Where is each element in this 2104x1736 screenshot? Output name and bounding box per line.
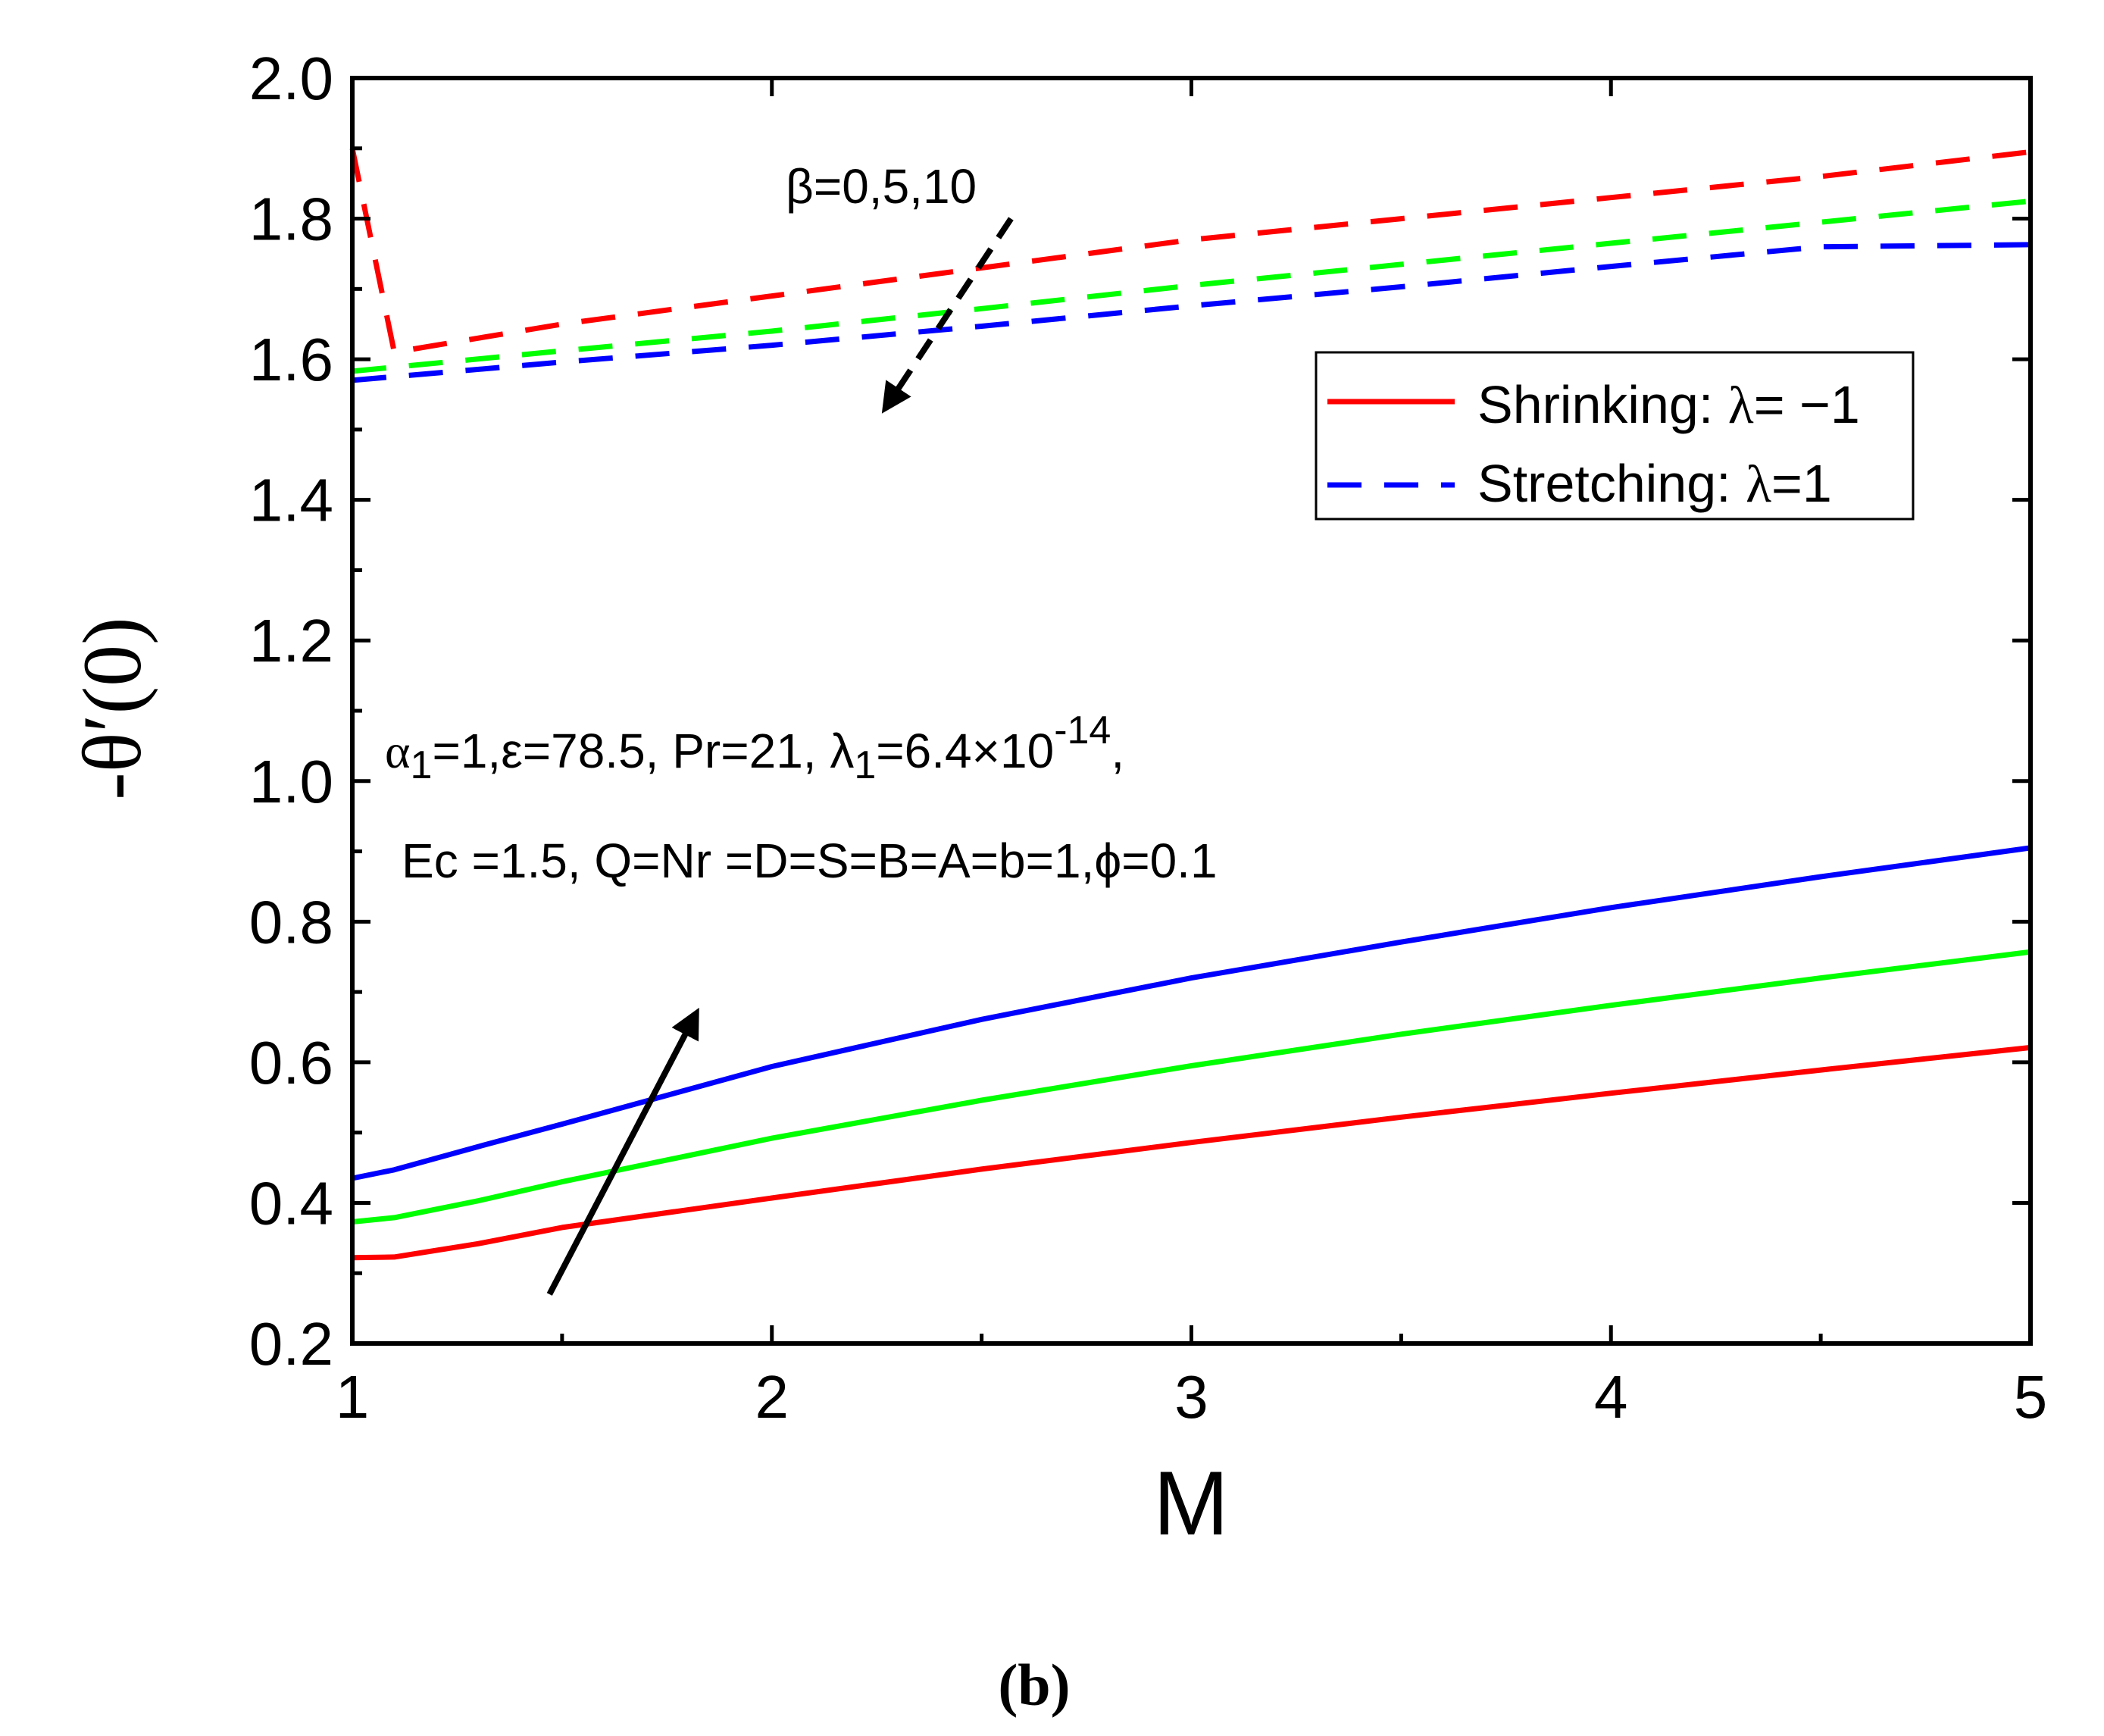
series-line-4 [352, 198, 2031, 374]
y-axis-title: -θ′(0) [66, 617, 158, 800]
lambda-subscript: 1 [854, 743, 876, 787]
y-tick-label: 0.8 [249, 888, 333, 956]
y-tick-label: 2.0 [249, 45, 333, 112]
alpha-subscript: 1 [411, 743, 433, 787]
series-line-1 [352, 949, 2031, 1225]
series-layer [349, 148, 2031, 1261]
series-line-3 [349, 148, 2031, 355]
legend-label-shrinking: Shrinking: λ= −1 [1477, 375, 1860, 435]
legend-shrinking-prefix: Shrinking: [1477, 375, 1728, 434]
legend-box [1315, 351, 1915, 521]
legend-label-stretching: Stretching: λ=1 [1477, 454, 1832, 514]
y-tick-label: 1.2 [249, 607, 333, 674]
tick-label-layer: 1 2 3 4 5 0.2 0.4 0.6 0.8 1.0 1.2 1.4 1.6 1.8 2.0 [249, 45, 2047, 1431]
x-tick-label: 4 [1594, 1363, 1628, 1431]
series-line-2 [352, 845, 2031, 1181]
plot-frame [350, 76, 2033, 1346]
legend-shrinking-suffix: = −1 [1754, 375, 1860, 434]
tick-layer [350, 76, 2033, 1346]
x-axis-title: M [1153, 1453, 1229, 1554]
x-tick-label: 1 [336, 1363, 370, 1431]
params-text-c: , [1111, 724, 1124, 778]
panel-label: (b) [998, 1652, 1070, 1718]
y-tick-label: 1.4 [249, 467, 333, 534]
params-text-a: =1,ε=78.5, Pr=21, λ [432, 724, 854, 778]
params-text-b: =6.4×10 [876, 724, 1054, 778]
arrow-layer [546, 217, 1014, 1296]
beta-annotation: β=0,5,10 [786, 159, 977, 214]
legend-stretching-prefix: Stretching: [1477, 454, 1746, 513]
alpha-symbol: α [385, 724, 411, 778]
y-tick-label: 1.6 [249, 326, 333, 393]
legend-lambda-symbol: λ [1728, 377, 1754, 435]
x-tick-label: 5 [2014, 1363, 2048, 1431]
series-line-0 [352, 1044, 2031, 1261]
legend-stretching-suffix: =1 [1771, 454, 1832, 513]
parameters-line-1: α1=1,ε=78.5, Pr=21, λ1=6.4×10-14, [385, 708, 1124, 787]
beta-arrow-shrinking [546, 1007, 699, 1296]
beta-arrow-stretching [881, 217, 1014, 414]
parameters-line-2: Ec =1.5, Q=Nr =D=S=B=A=b=1,ϕ=0.1 [402, 834, 1218, 888]
y-tick-label: 0.2 [249, 1310, 333, 1378]
x-tick-label: 2 [755, 1363, 789, 1431]
y-tick-label: 1.8 [249, 186, 333, 253]
y-tick-label: 0.4 [249, 1169, 333, 1237]
y-tick-label: 0.6 [249, 1029, 333, 1096]
legend: Shrinking: λ= −1 Stretching: λ=1 [1315, 351, 1915, 521]
x-tick-label: 3 [1174, 1363, 1208, 1431]
exponent-superscript: -14 [1054, 708, 1111, 752]
y-tick-label: 1.0 [249, 748, 333, 815]
legend-lambda-symbol: λ [1746, 455, 1771, 514]
